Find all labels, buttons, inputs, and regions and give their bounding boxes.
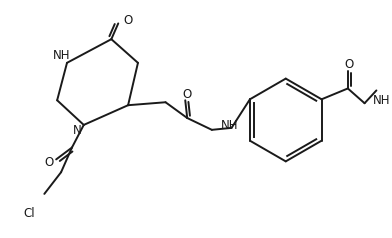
Text: O: O <box>45 156 54 169</box>
Text: Cl: Cl <box>24 207 35 220</box>
Text: O: O <box>123 14 132 27</box>
Text: NH: NH <box>53 50 71 62</box>
Text: O: O <box>344 58 354 71</box>
Text: NH: NH <box>372 94 390 107</box>
Text: O: O <box>183 88 192 101</box>
Text: NH: NH <box>221 119 238 132</box>
Text: N: N <box>73 124 81 137</box>
